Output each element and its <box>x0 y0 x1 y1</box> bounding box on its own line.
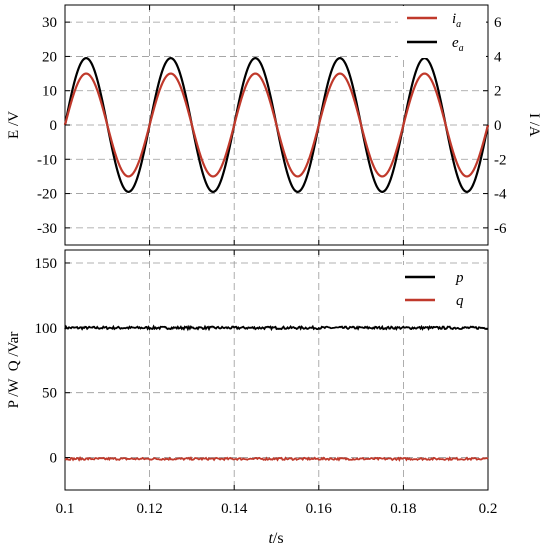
top-right-y-tick-label: -6 <box>494 221 507 237</box>
top-grid <box>65 5 488 245</box>
x-axis-label: t/s <box>268 530 283 547</box>
bottom-legend: p q <box>398 265 486 315</box>
top-legend: ia ea <box>398 6 486 58</box>
x-tick-label: 0.18 <box>390 501 416 517</box>
top-legend-box <box>398 6 486 58</box>
top-right-y-tick-label: 4 <box>494 49 502 65</box>
top-right-axis-label: I /A <box>526 113 542 137</box>
legend-p-label: p <box>455 270 464 286</box>
bottom-y-tick-label: 100 <box>35 321 58 337</box>
x-tick-label: 0.1 <box>56 501 75 517</box>
top-left-y-tick-label: -20 <box>37 187 57 203</box>
series-line-p <box>64 324 489 332</box>
top-left-y-tick-label: -30 <box>37 221 57 237</box>
legend-ea-label: ea <box>452 35 464 54</box>
x-tick-label: 0.16 <box>306 501 333 517</box>
x-tick-label: 0.2 <box>479 501 498 517</box>
series-line-ia <box>63 72 490 178</box>
bottom-axis-label: P /W Q /Var <box>6 332 22 409</box>
bottom-y-tick-label: 150 <box>35 256 58 272</box>
x-tick-label: 0.14 <box>221 501 248 517</box>
bottom-series <box>64 324 489 462</box>
top-left-y-tick-label: 30 <box>42 15 57 31</box>
series-line-q <box>64 455 489 462</box>
top-left-y-tick-label: 10 <box>42 84 57 100</box>
legend-q-label: q <box>456 293 464 309</box>
bottom-y-tick-label: 50 <box>42 386 57 402</box>
top-series <box>63 57 490 193</box>
bottom-y-tick-label: 0 <box>50 451 58 467</box>
top-left-y-tick-label: -10 <box>37 152 57 168</box>
x-tick-label: 0.12 <box>136 501 162 517</box>
top-left-y-tick-label: 0 <box>50 118 58 134</box>
top-right-y-tick-label: 2 <box>494 84 502 100</box>
top-right-y-tick-label: 6 <box>494 15 502 31</box>
legend-ia-label: ia <box>452 11 461 30</box>
top-left-y-tick-label: 20 <box>42 49 57 65</box>
top-left-axis-label: E /V <box>6 111 22 139</box>
bottom-ticks: 0.1 0.12 0.14 0.16 0.18 0.2 150 100 50 0 <box>35 250 498 517</box>
top-right-y-tick-label: -2 <box>494 152 507 168</box>
bottom-legend-box <box>398 265 486 315</box>
top-right-y-tick-label: 0 <box>494 118 502 134</box>
top-right-y-tick-label: -4 <box>494 187 507 203</box>
power-panel: 0.1 0.12 0.14 0.16 0.18 0.2 150 100 50 0 P /W Q /… <box>6 249 498 517</box>
bottom-plot-frame <box>64 249 489 491</box>
